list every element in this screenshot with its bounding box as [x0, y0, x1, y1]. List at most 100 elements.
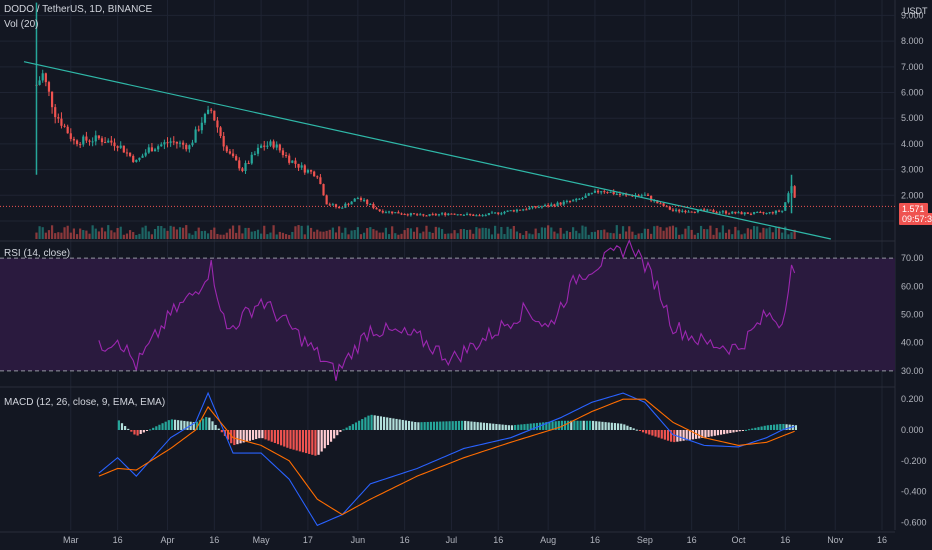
descending-trendline: [23, 61, 832, 240]
volume-bar: [406, 228, 409, 239]
volume-bar: [559, 227, 562, 239]
price-tick-label: 3.000: [901, 165, 924, 175]
volume-bar: [175, 229, 178, 239]
volume-bar: [88, 233, 91, 239]
volume-bar: [600, 230, 603, 239]
macd-histogram-bar: [732, 430, 735, 433]
volume-bar: [709, 225, 712, 239]
volume-bar: [578, 233, 581, 239]
candle-body: [222, 136, 225, 147]
volume-bar: [256, 229, 260, 239]
macd-histogram-bar: [588, 420, 592, 430]
volume-bar: [553, 231, 556, 239]
macd-histogram-bar: [311, 430, 314, 455]
candle-body: [391, 211, 394, 214]
volume-bar: [110, 230, 113, 239]
volume-bar: [440, 229, 444, 239]
candle-body: [500, 213, 503, 215]
macd-histogram-bar: [582, 420, 585, 430]
macd-histogram-bar: [648, 430, 651, 435]
volume-bar: [643, 228, 646, 239]
candle-body: [135, 159, 138, 162]
candle-body: [759, 212, 762, 214]
macd-histogram-bar: [576, 420, 579, 430]
candle-body: [384, 212, 388, 214]
candle-body: [606, 192, 609, 194]
macd-histogram-bar: [567, 420, 570, 430]
candle-body: [587, 193, 590, 196]
candle-body: [506, 210, 509, 212]
macd-histogram-bar: [766, 425, 769, 430]
macd-histogram-bar: [635, 429, 638, 431]
candle-body: [104, 142, 107, 144]
candle-body: [219, 127, 222, 137]
candle-body: [306, 170, 310, 173]
candle-body: [484, 215, 487, 217]
rsi-line: [98, 238, 796, 381]
candle-body: [712, 210, 715, 213]
candle-body: [182, 142, 185, 145]
macd-histogram-bar: [255, 430, 258, 440]
macd-histogram-bar: [542, 422, 545, 430]
candle-body: [241, 168, 244, 171]
volume-bar: [487, 228, 490, 239]
volume-bar: [453, 230, 456, 239]
candle-body: [263, 145, 266, 147]
candle-body: [300, 165, 303, 168]
volume-bar: [353, 230, 356, 239]
macd-histogram-bar: [167, 420, 170, 430]
volume-bar: [543, 227, 547, 239]
symbol-title: DODO / TetherUS, 1D, BINANCE: [4, 4, 153, 15]
macd-histogram-bar: [155, 426, 158, 430]
candle-body: [525, 209, 528, 211]
volume-bar: [306, 225, 310, 239]
candle-body: [54, 107, 57, 118]
candle-body: [63, 125, 66, 127]
macd-histogram-bar: [270, 430, 273, 442]
x-tick-label: 16: [877, 535, 887, 545]
macd-histogram-bar: [308, 430, 311, 454]
volume-bar: [756, 226, 759, 239]
volume-bar: [57, 232, 60, 239]
volume-bar: [531, 234, 534, 239]
volume-bar: [100, 227, 104, 239]
candle-body: [178, 142, 182, 144]
candle-body: [746, 212, 749, 214]
volume-bar: [219, 234, 222, 239]
volume-bar: [138, 233, 141, 239]
macd-histogram-bar: [273, 430, 276, 443]
macd-histogram-bar: [623, 424, 626, 430]
macd-histogram-bar: [242, 430, 245, 443]
volume-bar: [228, 228, 232, 239]
candle-body: [787, 193, 790, 203]
candle-body: [668, 206, 671, 210]
candle-body: [185, 144, 188, 150]
candle-body: [543, 205, 547, 207]
candle-body: [562, 201, 565, 205]
volume-bar: [372, 229, 375, 239]
volume-bar: [303, 234, 306, 239]
macd-histogram-bar: [289, 430, 292, 449]
macd-histogram-bar: [763, 425, 766, 430]
macd-histogram-bar: [670, 430, 673, 442]
candle-body: [231, 153, 235, 157]
candle-body: [703, 209, 706, 211]
macd-histogram-bar: [460, 420, 464, 430]
volume-bar: [238, 225, 241, 239]
macd-histogram-bar: [501, 424, 504, 430]
macd-histogram-bar: [261, 430, 264, 439]
candle-body: [250, 154, 253, 164]
volume-bar: [428, 231, 431, 239]
candle-body: [369, 204, 372, 206]
volume-bar: [334, 232, 338, 239]
candle-body: [522, 209, 525, 211]
volume-bar: [762, 227, 765, 239]
candle-body: [734, 211, 737, 214]
volume-bar: [206, 233, 210, 239]
volume-bar: [690, 229, 693, 239]
volume-bar: [344, 227, 347, 239]
volume-bar: [575, 230, 578, 239]
macd-histogram-bar: [152, 427, 155, 430]
macd-histogram-bar: [426, 421, 429, 430]
candle-body: [771, 212, 774, 214]
